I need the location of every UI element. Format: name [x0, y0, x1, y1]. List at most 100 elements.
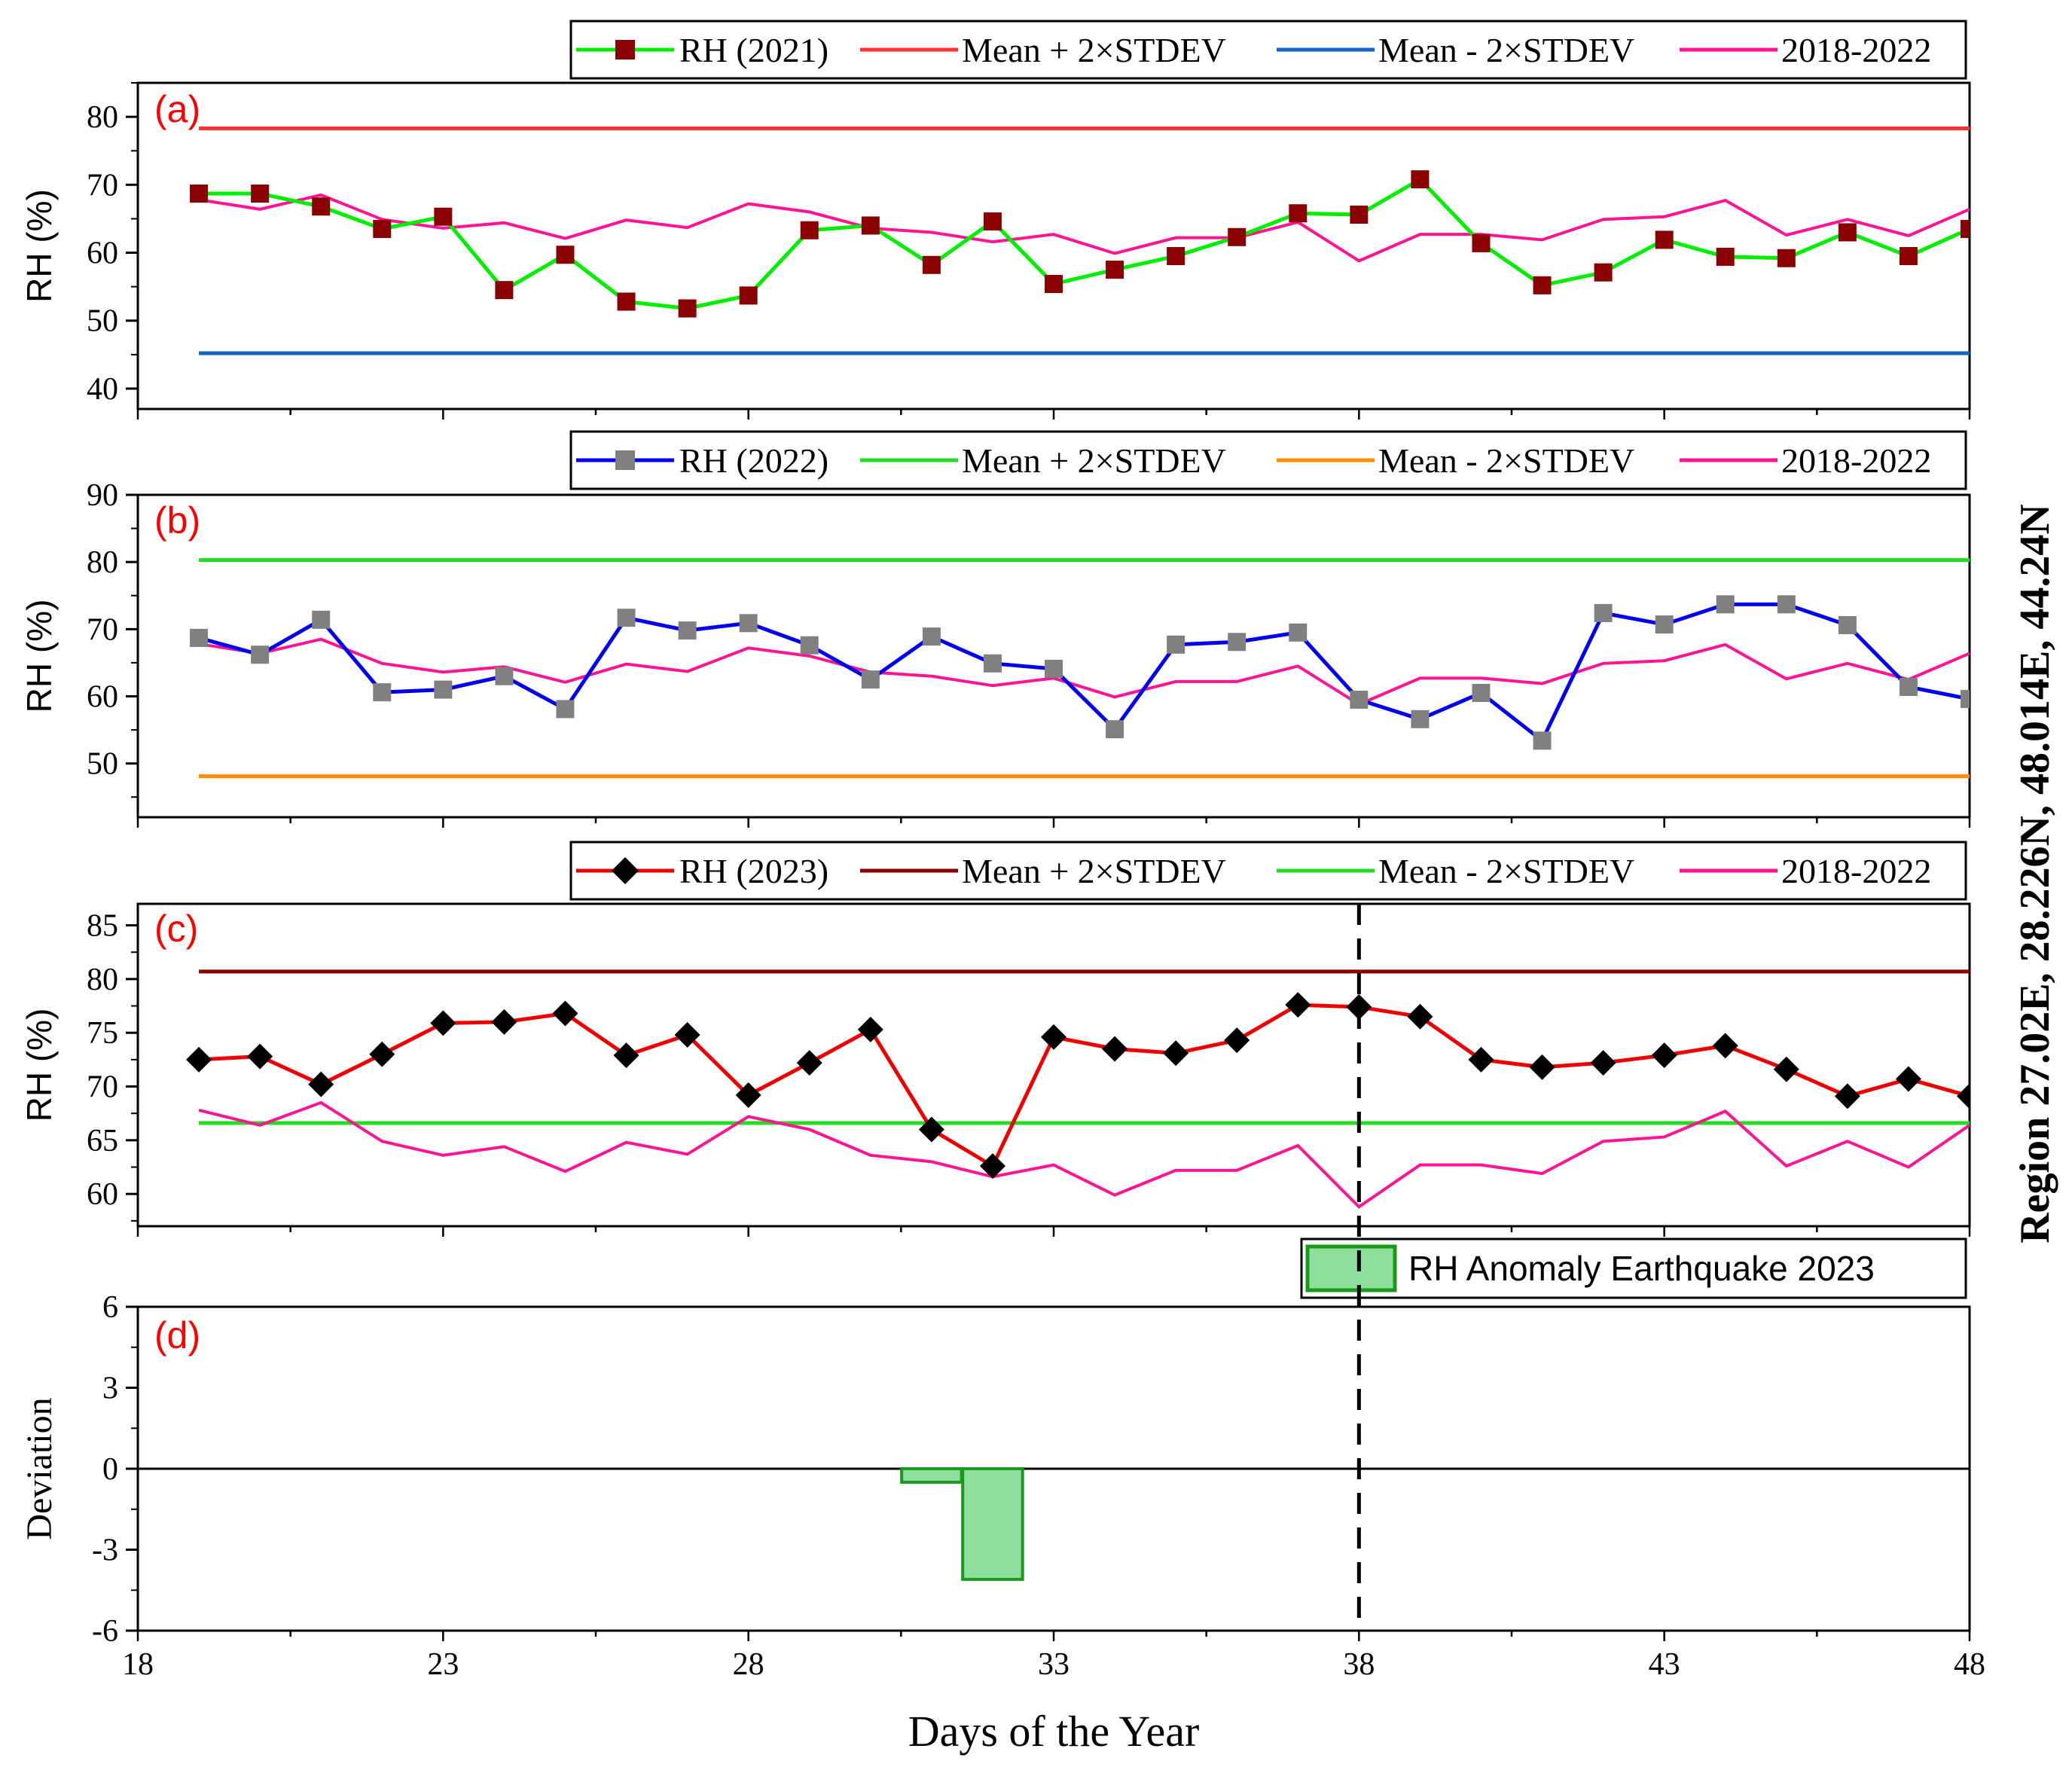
y-tick-label: 60	[87, 237, 118, 271]
x-tick-label: 18	[122, 1647, 154, 1682]
y-tick-label: 0	[102, 1452, 118, 1487]
data-point	[1468, 1046, 1494, 1073]
data-point	[1895, 1066, 1921, 1092]
data-point	[312, 610, 331, 629]
data-point	[1228, 633, 1247, 652]
data-point	[251, 645, 270, 664]
y-tick-label: -3	[92, 1533, 118, 1568]
y-tick-label: 70	[87, 1070, 118, 1105]
y-tick-label: 80	[87, 100, 118, 135]
data-point	[1834, 1083, 1860, 1109]
data-point	[1167, 635, 1186, 654]
data-point	[190, 185, 209, 203]
data-point	[678, 299, 697, 318]
legend-label: RH (2023)	[679, 852, 828, 890]
data-point	[1350, 206, 1369, 224]
data-point	[1651, 1042, 1677, 1069]
data-point	[556, 700, 575, 719]
data-point	[983, 212, 1002, 231]
deviation-bar	[900, 1467, 963, 1484]
legend-label: Mean - 2×STDEV	[1378, 31, 1634, 69]
plot-area	[190, 557, 1970, 779]
y-tick-label: 90	[87, 478, 118, 513]
data-point	[1594, 263, 1613, 282]
legend-marker	[612, 857, 639, 884]
data-point	[1472, 233, 1491, 252]
y-tick-label: 75	[87, 1016, 118, 1051]
data-point	[861, 216, 880, 235]
y-tick-label: 70	[87, 612, 118, 647]
x-tick-label: 33	[1038, 1647, 1070, 1682]
x-tick-label: 23	[427, 1647, 459, 1682]
data-point	[674, 1022, 700, 1048]
data-point	[1838, 615, 1857, 634]
data-point	[434, 207, 453, 226]
data-point	[1407, 1003, 1433, 1030]
data-point	[1350, 690, 1369, 709]
legend-label: Mean + 2×STDEV	[962, 852, 1226, 890]
data-point	[800, 221, 819, 240]
data-point	[312, 197, 331, 216]
panel-label: (c)	[154, 908, 198, 950]
data-point	[979, 1153, 1005, 1179]
data-point	[1102, 1036, 1128, 1062]
data-point	[1163, 1040, 1189, 1067]
legend-swatch	[1305, 1244, 1397, 1292]
data-point	[1961, 690, 1970, 709]
data-point	[1346, 993, 1372, 1020]
data-point	[1712, 1033, 1738, 1059]
x-tick-label: 28	[733, 1647, 764, 1682]
y-tick-label: 80	[87, 963, 118, 997]
data-point	[430, 1010, 456, 1036]
data-point	[678, 621, 697, 640]
y-axis-label: RH (%)	[20, 600, 59, 713]
data-point	[1533, 276, 1552, 294]
panel-0: 40 50 60 70 80 RH (%) (a) RH (2021) Mean + 2×STD…	[20, 20, 1971, 420]
data-point	[1289, 204, 1308, 223]
y-tick-label: 65	[87, 1124, 118, 1158]
main-series-line	[198, 1002, 1970, 1169]
legend-label: Mean - 2×STDEV	[1378, 852, 1634, 890]
y-tick-label: 80	[87, 545, 118, 580]
data-point	[190, 628, 209, 647]
legend-marker	[615, 450, 635, 470]
panel-1: 50 60 70 80 90 RH (%) (b) RH (2022) Mean + 2×STD…	[20, 430, 1971, 828]
legend-label: Mean + 2×STDEV	[962, 441, 1226, 480]
data-point	[1777, 249, 1796, 267]
baseline-series-line	[198, 1100, 1970, 1209]
x-tick-label: 38	[1343, 1647, 1375, 1682]
y-tick-label: 50	[87, 747, 118, 782]
panel-label: (d)	[154, 1314, 200, 1356]
data-point	[1655, 230, 1674, 249]
data-point	[251, 185, 270, 203]
data-point	[556, 246, 575, 264]
y-tick-label: 3	[102, 1372, 118, 1406]
data-point	[495, 667, 514, 685]
plot-frame	[136, 493, 1971, 819]
data-point	[1899, 247, 1918, 266]
y-axis-label: RH (%)	[20, 1009, 59, 1122]
x-tick-label: 48	[1954, 1647, 1985, 1682]
data-point	[922, 627, 941, 646]
y-tick-label: 60	[87, 680, 118, 715]
data-point	[373, 683, 392, 702]
data-point	[491, 1009, 517, 1035]
data-point	[1899, 678, 1918, 697]
data-point	[1961, 219, 1970, 238]
data-point	[983, 654, 1002, 673]
x-axis-label: Days of the Year	[908, 1707, 1200, 1756]
data-point	[1045, 275, 1063, 294]
data-point	[1716, 595, 1735, 614]
data-point	[613, 1042, 639, 1069]
plot-frame	[136, 81, 1971, 410]
y-tick-label: 70	[87, 168, 118, 203]
data-point	[495, 281, 514, 300]
main-series-line	[199, 176, 1970, 311]
data-point	[1411, 710, 1430, 728]
legend-label: 2018-2022	[1781, 31, 1931, 69]
data-point	[1777, 595, 1796, 614]
data-point	[800, 636, 819, 655]
data-point	[796, 1050, 822, 1076]
data-point	[1773, 1056, 1799, 1082]
